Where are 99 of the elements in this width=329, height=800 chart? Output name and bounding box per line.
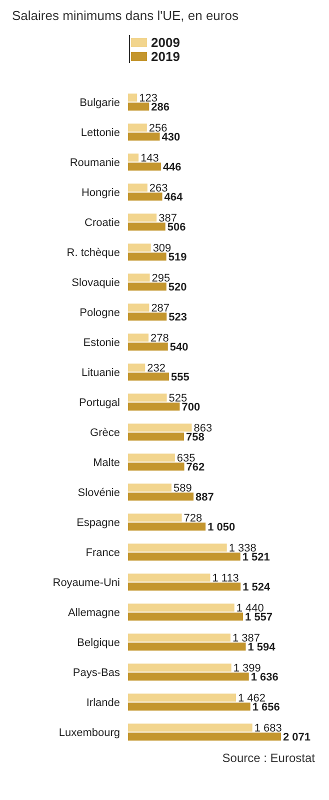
data-label: 523 [168,311,187,324]
y-tick-label: Royaume-Uni [52,576,120,589]
data-label: 1 636 [250,671,278,684]
data-label: 1 113 [212,572,239,584]
data-label: 1 683 [254,722,282,734]
bar [128,582,241,591]
data-label: 446 [162,161,182,174]
y-tick-label: Pays-Bas [72,666,120,679]
data-label: 143 [140,152,159,164]
chart-title: Salaires minimums dans l'UE, en euros [12,8,240,23]
bar [128,672,249,681]
bar [128,604,234,612]
bar [128,214,157,222]
bar [128,192,162,201]
bar [128,514,182,522]
bar [128,252,166,261]
data-label: 232 [147,362,166,374]
bar [128,724,252,732]
y-tick-label: R. tchèque [66,246,120,259]
data-label: 506 [167,221,186,234]
bar [128,454,175,462]
y-tick-label: Slovénie [78,486,120,499]
data-label: 295 [152,272,170,284]
data-label: 520 [168,281,187,294]
data-label: 728 [184,512,202,524]
y-tick-label: Lettonie [80,126,120,139]
bar [128,184,148,192]
y-tick-label: Irlande [86,696,120,709]
bar [128,102,150,111]
data-label: 1 521 [242,551,270,564]
source-note: Source : Eurostat [221,751,315,765]
bar [128,702,250,711]
data-label: 1 050 [208,521,236,534]
bar [128,222,166,231]
bar [128,162,161,171]
y-tick-label: Pologne [80,306,120,319]
bar [128,244,151,252]
bar [128,282,166,291]
bar [128,694,236,702]
data-label: 589 [174,482,192,494]
data-label: 555 [171,371,190,384]
data-label: 430 [162,131,180,144]
bar [128,274,150,282]
legend-label: 2009 [151,34,180,50]
bar [128,312,167,321]
bar [128,304,150,312]
data-label: 278 [150,332,169,344]
bar [128,552,240,561]
y-tick-label: Belgique [77,636,120,649]
data-label: 1 656 [252,701,280,714]
y-tick-label: Grèce [90,426,120,439]
data-label: 2 071 [283,731,311,744]
bar [128,334,149,342]
y-tick-label: Lituanie [81,366,120,379]
bar [128,372,169,381]
data-label: 286 [151,101,170,114]
data-label: 700 [182,401,200,414]
y-tick-label: Luxembourg [58,726,120,739]
bar [128,154,139,162]
bar [128,132,160,141]
data-label: 287 [151,302,170,314]
data-label: 758 [186,431,204,444]
data-label: 540 [170,341,188,354]
y-tick-label: Malte [93,456,120,469]
y-tick-label: France [86,546,120,559]
y-tick-label: Bulgarie [80,96,120,109]
legend-label: 2019 [151,48,180,64]
bar [128,522,206,531]
data-label: 1 594 [248,641,276,654]
data-label: 519 [168,251,187,264]
bar [128,492,194,501]
y-tick-label: Hongrie [81,186,120,199]
y-tick-label: Espagne [76,516,120,529]
data-label: 887 [196,491,214,504]
bar [128,462,184,471]
bar [128,94,138,102]
data-label: 762 [186,461,205,474]
bar [128,394,167,402]
y-tick-label: Allemagne [68,606,120,619]
bar [128,544,227,552]
bar [128,424,192,432]
y-tick-label: Croatie [84,216,120,229]
bar [128,732,281,741]
bar [128,574,210,582]
bar [128,432,184,441]
bar [128,364,146,372]
y-tick-label: Portugal [79,396,120,409]
y-tick-label: Slovaquie [72,276,120,289]
bar [128,342,168,351]
bar [128,402,180,411]
bar [128,664,232,672]
y-tick-label: Estonie [83,336,120,349]
bar [128,634,230,642]
bar [128,612,244,621]
bar [128,124,147,132]
y-tick-label: Roumanie [70,156,120,169]
bar [128,484,172,492]
bar [128,642,246,651]
data-label: 1 524 [242,581,271,594]
